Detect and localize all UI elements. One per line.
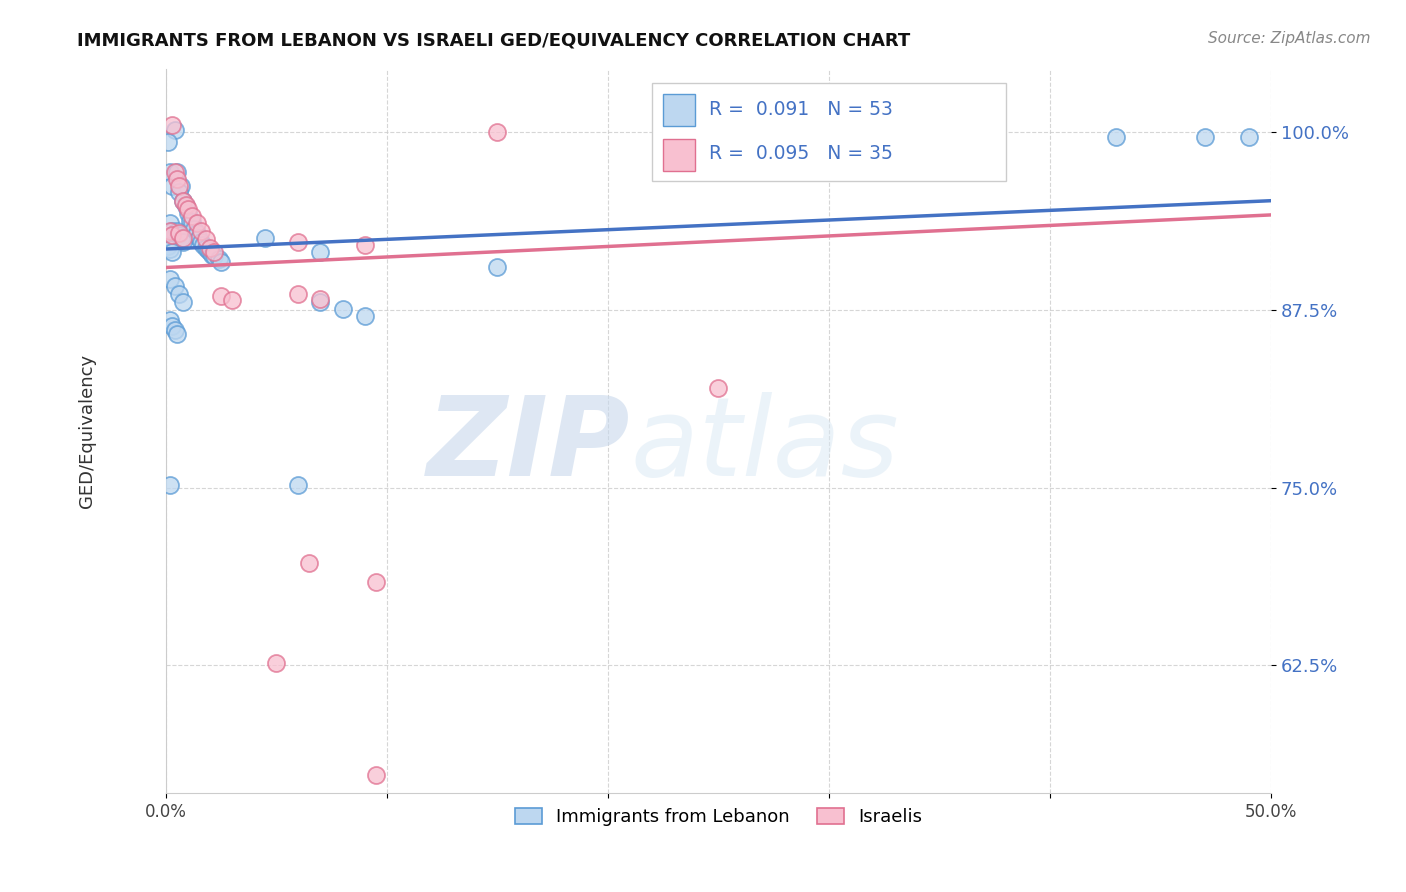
Point bbox=[190, 235, 212, 249]
Point bbox=[167, 185, 190, 199]
Point bbox=[181, 210, 204, 224]
Point bbox=[167, 227, 190, 242]
Point bbox=[167, 227, 190, 241]
Point bbox=[167, 179, 190, 194]
Point bbox=[177, 206, 200, 220]
Point bbox=[177, 202, 200, 217]
Point bbox=[162, 119, 184, 133]
Point bbox=[159, 242, 181, 256]
Point bbox=[264, 656, 287, 670]
Point bbox=[186, 216, 208, 230]
Point bbox=[159, 165, 181, 179]
Point bbox=[172, 235, 194, 249]
Point bbox=[162, 227, 184, 242]
Point bbox=[221, 293, 243, 308]
Point bbox=[156, 239, 179, 253]
Point bbox=[162, 244, 184, 259]
Point bbox=[163, 165, 186, 179]
Point bbox=[166, 223, 188, 237]
Point bbox=[194, 241, 217, 255]
Point bbox=[193, 237, 215, 252]
Point bbox=[183, 222, 205, 236]
Point bbox=[172, 194, 194, 208]
Text: IMMIGRANTS FROM LEBANON VS ISRAELI GED/EQUIVALENCY CORRELATION CHART: IMMIGRANTS FROM LEBANON VS ISRAELI GED/E… bbox=[77, 31, 911, 49]
Point bbox=[163, 122, 186, 136]
Legend: Immigrants from Lebanon, Israelis: Immigrants from Lebanon, Israelis bbox=[506, 798, 931, 835]
Point bbox=[179, 213, 201, 227]
Point bbox=[163, 323, 186, 337]
Point bbox=[287, 287, 309, 301]
Point bbox=[159, 223, 181, 237]
Point bbox=[332, 301, 354, 316]
Text: atlas: atlas bbox=[630, 392, 898, 499]
Point bbox=[309, 292, 332, 306]
Point bbox=[287, 478, 309, 492]
Point bbox=[166, 165, 188, 179]
Point bbox=[159, 313, 181, 327]
Point bbox=[486, 260, 509, 275]
Point bbox=[298, 556, 321, 570]
Point bbox=[197, 244, 219, 258]
Point bbox=[170, 230, 193, 244]
Point bbox=[186, 227, 208, 241]
Point bbox=[198, 241, 221, 255]
Point bbox=[353, 309, 375, 323]
Point bbox=[187, 230, 209, 244]
Point bbox=[174, 199, 197, 213]
Point bbox=[353, 237, 375, 252]
Point bbox=[181, 215, 204, 229]
Point bbox=[201, 248, 224, 262]
Point bbox=[159, 216, 181, 230]
Point bbox=[159, 272, 181, 286]
Point bbox=[254, 230, 277, 244]
Point bbox=[166, 327, 188, 342]
Point bbox=[209, 289, 232, 303]
Point bbox=[162, 223, 184, 237]
Point bbox=[163, 279, 186, 293]
Point bbox=[172, 230, 194, 244]
Point bbox=[166, 172, 188, 186]
Point bbox=[1105, 129, 1128, 144]
Point bbox=[707, 381, 730, 395]
Point bbox=[1237, 129, 1260, 144]
Point bbox=[198, 244, 221, 259]
Point bbox=[364, 574, 387, 589]
Point bbox=[162, 179, 184, 194]
Point bbox=[159, 478, 181, 492]
Text: ZIP: ZIP bbox=[426, 392, 630, 499]
Point bbox=[190, 223, 212, 237]
Text: Source: ZipAtlas.com: Source: ZipAtlas.com bbox=[1208, 31, 1371, 46]
Point bbox=[209, 255, 232, 269]
Point bbox=[1194, 129, 1216, 144]
Point bbox=[364, 768, 387, 782]
Point bbox=[156, 136, 179, 150]
Point bbox=[167, 287, 190, 301]
Point bbox=[174, 198, 197, 212]
Point bbox=[202, 244, 225, 259]
Y-axis label: GED/Equivalency: GED/Equivalency bbox=[79, 354, 96, 508]
Point bbox=[162, 318, 184, 333]
Point bbox=[309, 294, 332, 309]
Point bbox=[194, 232, 217, 246]
Point bbox=[287, 235, 309, 249]
Point bbox=[486, 126, 509, 140]
Point bbox=[170, 179, 193, 194]
Point bbox=[309, 244, 332, 259]
Point bbox=[172, 294, 194, 309]
Point bbox=[172, 194, 194, 208]
Point bbox=[208, 252, 231, 266]
Point bbox=[202, 249, 225, 263]
Point bbox=[163, 227, 186, 241]
